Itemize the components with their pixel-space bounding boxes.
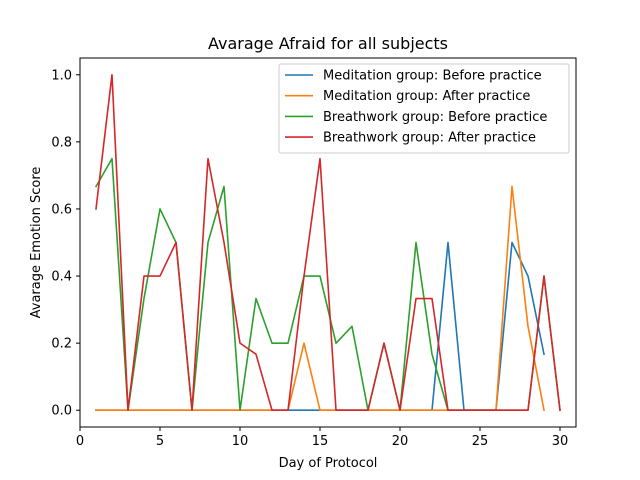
series-layer: [94, 73, 561, 412]
series-line-4: [95, 73, 561, 412]
y-tick-label: 1.0: [51, 68, 72, 83]
x-tick-label: 10: [232, 434, 249, 449]
x-axis-label: Day of Protocol: [279, 456, 378, 471]
y-axis-label: Avarage Emotion Score: [29, 167, 44, 319]
legend: Meditation group: Before practice Meditat…: [278, 63, 570, 154]
x-tick-label: 15: [312, 434, 329, 449]
y-axis: 0.0 0.2 0.4 0.6 0.8 1.0: [51, 68, 80, 419]
x-tick-label: 5: [156, 434, 164, 449]
plot-frame: [79, 57, 577, 428]
legend-label-4: Breathwork group: After practice: [323, 131, 536, 146]
x-tick-label: 0: [76, 434, 84, 449]
y-tick-label: 0.4: [51, 270, 72, 285]
y-tick-label: 0.8: [51, 135, 72, 150]
y-tick-label: 0.0: [51, 404, 72, 419]
x-tick-label: 20: [392, 434, 409, 449]
legend-label-3: Breathwork group: Before practice: [323, 110, 547, 125]
legend-label-1: Meditation group: Before practice: [323, 69, 542, 84]
chart-title: Avarage Afraid for all subjects: [208, 34, 448, 53]
y-tick-label: 0.2: [51, 337, 72, 352]
x-axis: 0 5 10 15 20 25 30: [76, 427, 568, 449]
y-tick-label: 0.6: [51, 202, 72, 217]
legend-frame: [278, 63, 570, 154]
x-tick-label: 25: [472, 434, 489, 449]
legend-label-2: Meditation group: After practice: [323, 89, 530, 104]
x-tick-label: 30: [552, 434, 569, 449]
